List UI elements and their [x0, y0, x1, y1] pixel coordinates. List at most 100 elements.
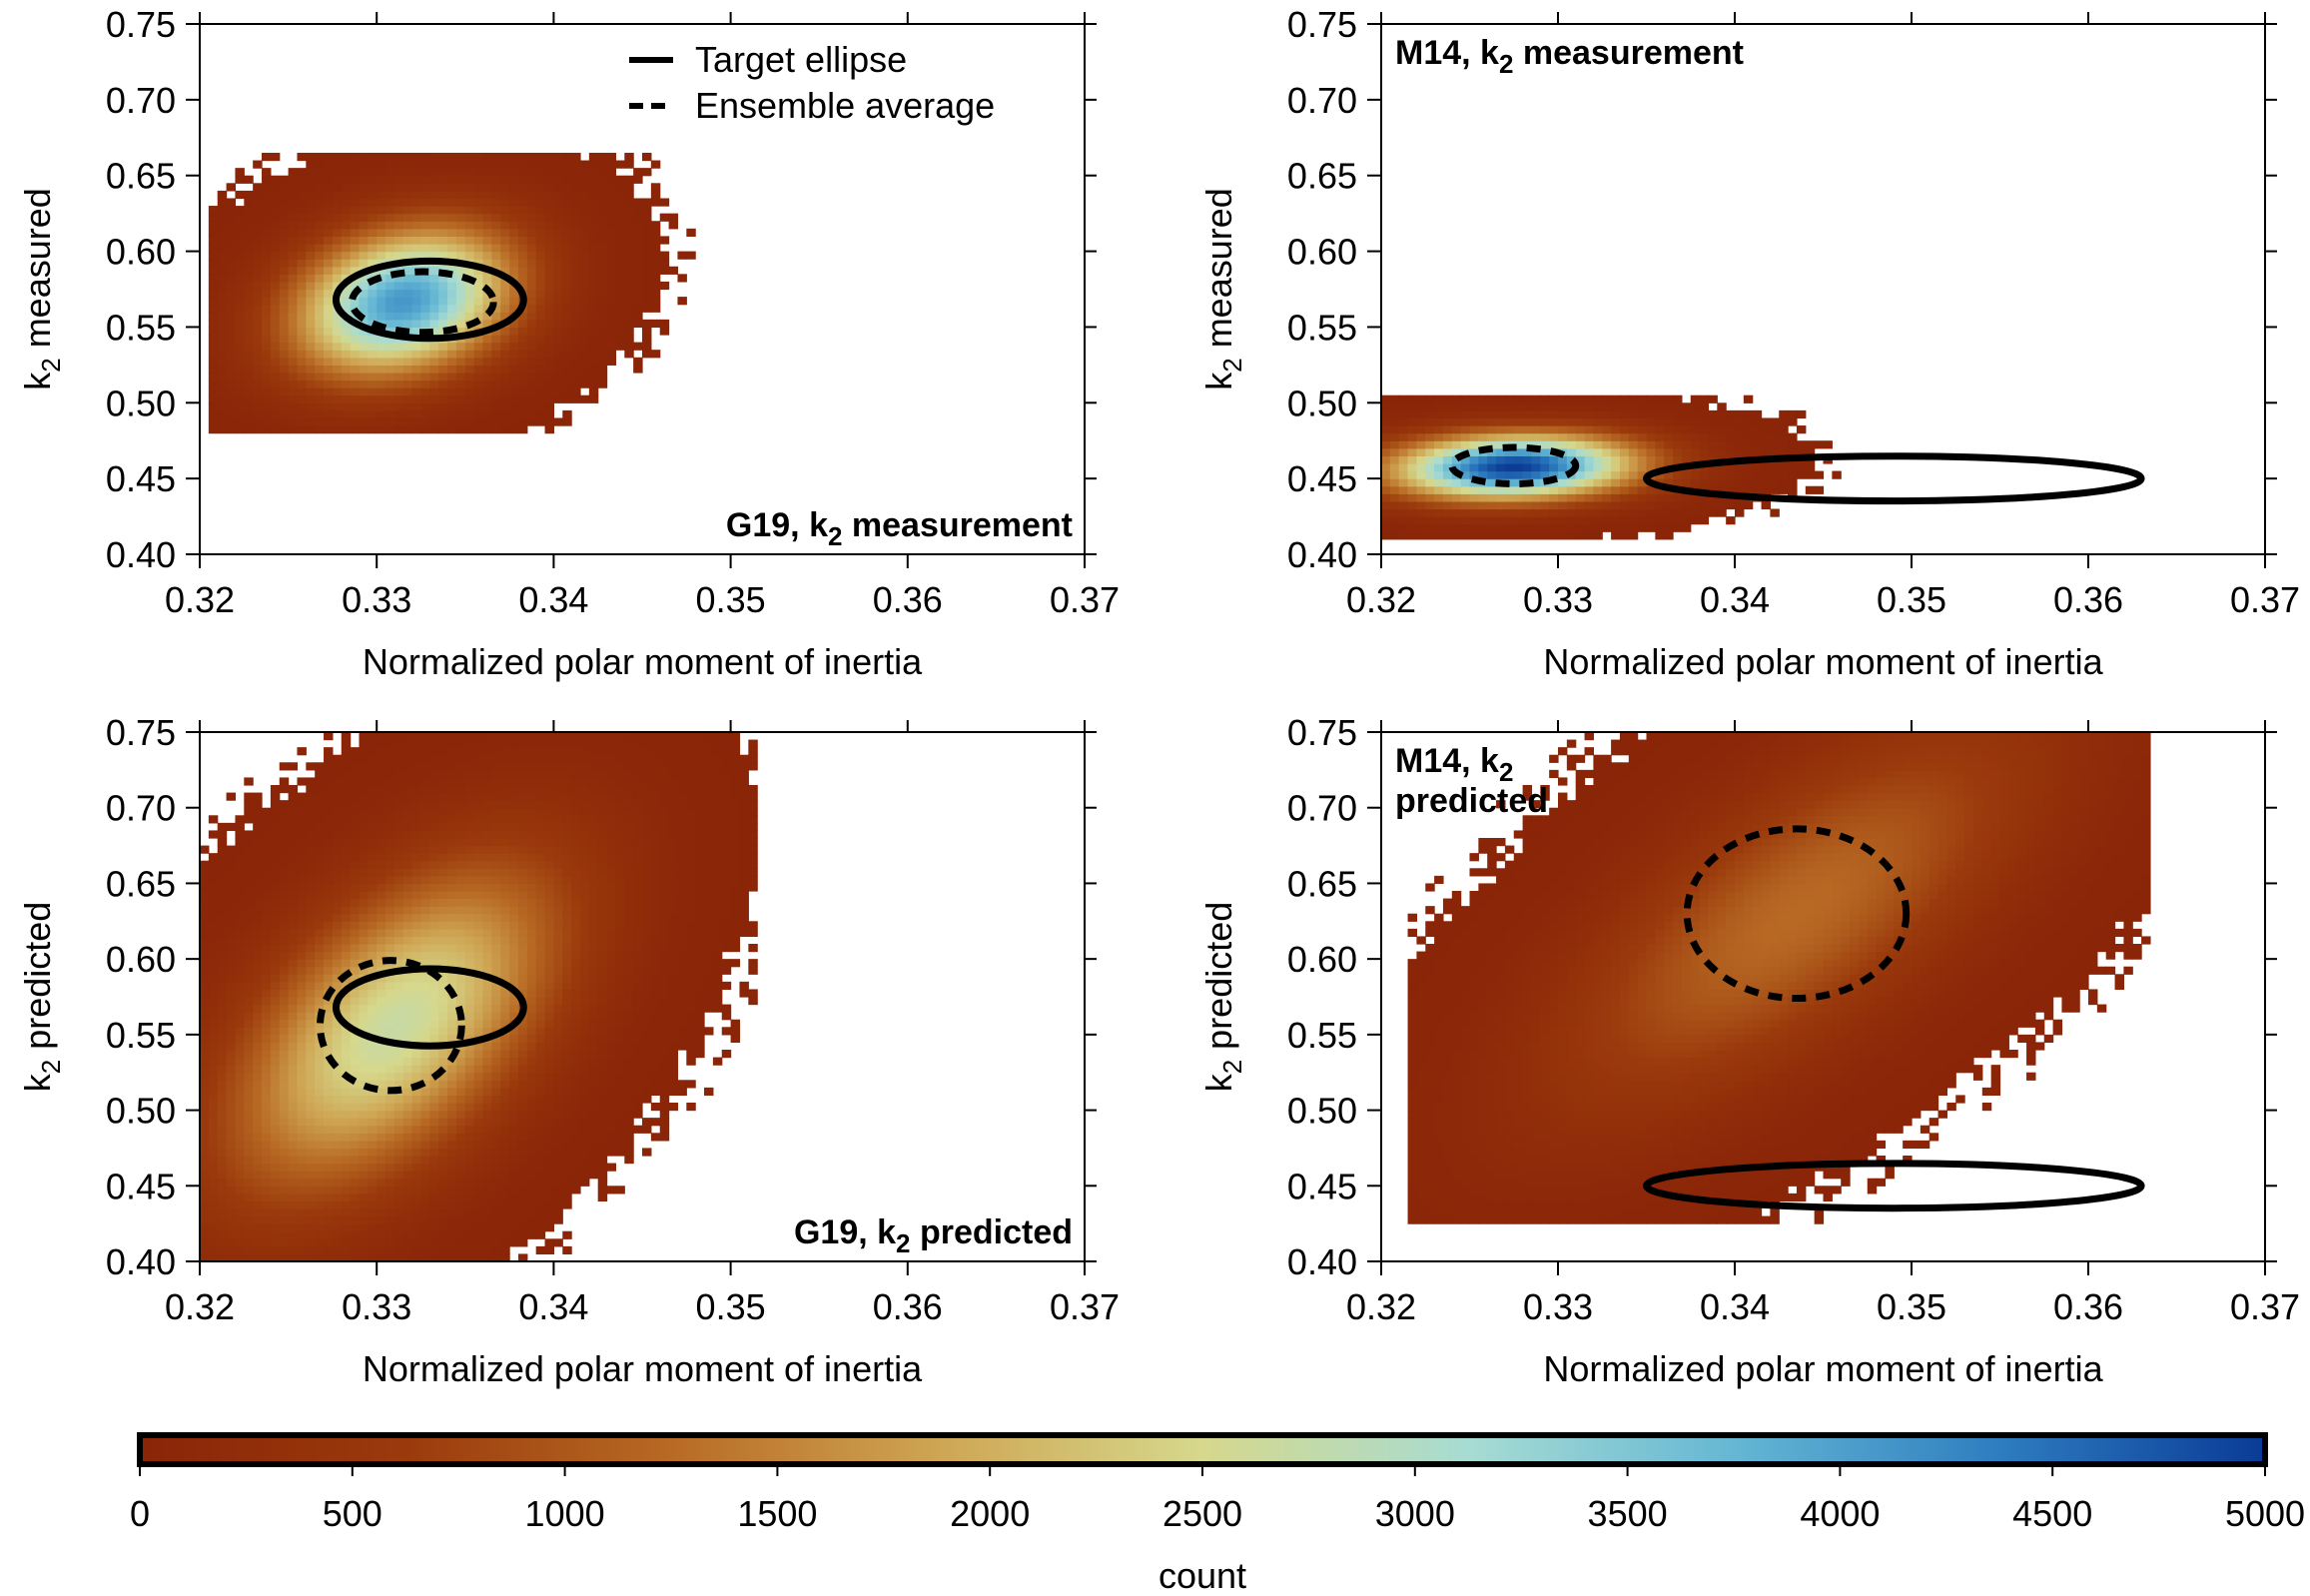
heatmap-cell — [1735, 508, 1745, 517]
heatmap-cell — [385, 1140, 395, 1150]
heatmap-cell — [324, 1034, 334, 1044]
heatmap-cell — [368, 928, 378, 938]
heatmap-cell — [482, 928, 492, 938]
heatmap-cell — [315, 266, 325, 275]
heatmap-m14-measured — [1381, 395, 1842, 540]
heatmap-cell — [377, 266, 386, 275]
heatmap-cell — [1487, 425, 1497, 434]
heatmap-cell — [262, 1080, 272, 1089]
heatmap-cell — [473, 747, 484, 756]
heatmap-cell — [606, 213, 617, 222]
heatmap-cell — [393, 1193, 404, 1202]
heatmap-cell — [385, 974, 395, 983]
heatmap-cell — [500, 1042, 510, 1051]
heatmap-cell — [544, 388, 554, 397]
heatmap-cell — [279, 327, 290, 336]
heatmap-cell — [377, 251, 386, 260]
heatmap-cell — [535, 160, 546, 169]
heatmap-cell — [411, 1110, 422, 1119]
heatmap-cell — [262, 959, 272, 968]
heatmap-cell — [377, 951, 386, 960]
heatmap-cell — [226, 1245, 237, 1255]
heatmap-cell — [368, 409, 378, 419]
heatmap-cell — [350, 1171, 361, 1180]
heatmap-cell — [1584, 455, 1594, 464]
heatmap-cell — [297, 1186, 307, 1195]
heatmap-cell — [1513, 455, 1524, 464]
heatmap-cell — [359, 1103, 369, 1112]
heatmap-cell — [1664, 508, 1674, 517]
heatmap-cell — [1681, 402, 1692, 411]
heatmap-cell — [368, 792, 378, 801]
heatmap-cell — [1566, 455, 1577, 464]
heatmap-cell — [324, 1223, 334, 1232]
heatmap-cell — [650, 289, 661, 298]
heatmap-cell — [438, 1230, 448, 1239]
heatmap-cell — [217, 1245, 228, 1255]
heatmap-cell — [359, 891, 369, 900]
heatmap-cell — [359, 777, 369, 786]
heatmap-cell — [279, 1148, 290, 1157]
heatmap-cell — [262, 312, 272, 321]
heatmap-cell — [438, 425, 448, 434]
heatmap-cell — [1779, 432, 1789, 441]
heatmap-cell — [1504, 455, 1515, 464]
heatmap-cell — [438, 807, 448, 816]
heatmap-cell — [350, 1238, 361, 1247]
heatmap-cell — [253, 1238, 263, 1247]
heatmap-cell — [393, 1208, 404, 1217]
heatmap-cell — [200, 1238, 210, 1247]
heatmap-cell — [359, 883, 369, 892]
heatmap-cell — [270, 350, 281, 359]
heatmap-cell — [332, 1230, 343, 1239]
heatmap-cell — [350, 822, 361, 832]
heatmap-cell — [544, 160, 554, 169]
heatmap-cell — [297, 951, 307, 960]
heatmap-cell — [377, 1012, 386, 1021]
heatmap-cell — [1522, 455, 1533, 464]
heatmap-cell — [500, 1110, 510, 1119]
heatmap-cell — [332, 966, 343, 975]
heatmap-cell — [447, 822, 457, 832]
heatmap-cell — [455, 732, 466, 741]
heatmap-cell — [377, 417, 386, 426]
heatmap-cell — [306, 951, 316, 960]
heatmap-cell — [411, 1171, 422, 1180]
heatmap-cell — [1425, 500, 1435, 510]
heatmap-cell — [562, 281, 572, 291]
heatmap-cell — [597, 168, 608, 177]
heatmap-cell — [270, 409, 281, 419]
heatmap-cell — [429, 327, 439, 336]
heatmap-cell — [200, 1125, 210, 1134]
heatmap-cell — [464, 395, 475, 403]
heatmap-cell — [553, 304, 563, 313]
heatmap-cell — [482, 1253, 492, 1261]
heatmap-cell — [1805, 485, 1816, 494]
heatmap-cell — [535, 228, 546, 237]
heatmap-cell — [447, 1193, 457, 1202]
heatmap-cell — [1664, 425, 1674, 434]
heatmap-cell — [270, 221, 281, 230]
heatmap-cell — [1434, 485, 1444, 494]
heatmap-cell — [482, 425, 492, 434]
heatmap-cell — [526, 168, 537, 177]
heatmap-cell — [306, 1223, 316, 1232]
heatmap-cell — [464, 1012, 475, 1021]
heatmap-cell — [642, 221, 652, 230]
heatmap-cell — [393, 807, 404, 816]
heatmap-cell — [359, 160, 369, 169]
heatmap-cell — [1451, 493, 1462, 502]
heatmap-cell — [1504, 493, 1515, 502]
heatmap-cell — [491, 845, 501, 854]
heatmap-cell — [491, 838, 501, 847]
heatmap-cell — [1717, 409, 1727, 419]
heatmap-cell — [402, 921, 413, 930]
heatmap-cell — [244, 815, 254, 824]
heatmap-cell — [217, 327, 228, 336]
heatmap-cell — [393, 815, 404, 824]
heatmap-cell — [438, 152, 448, 162]
heatmap-cell — [332, 815, 343, 824]
heatmap-cell — [332, 175, 343, 184]
heatmap-cell — [315, 1118, 325, 1127]
heatmap-cell — [1788, 447, 1798, 456]
